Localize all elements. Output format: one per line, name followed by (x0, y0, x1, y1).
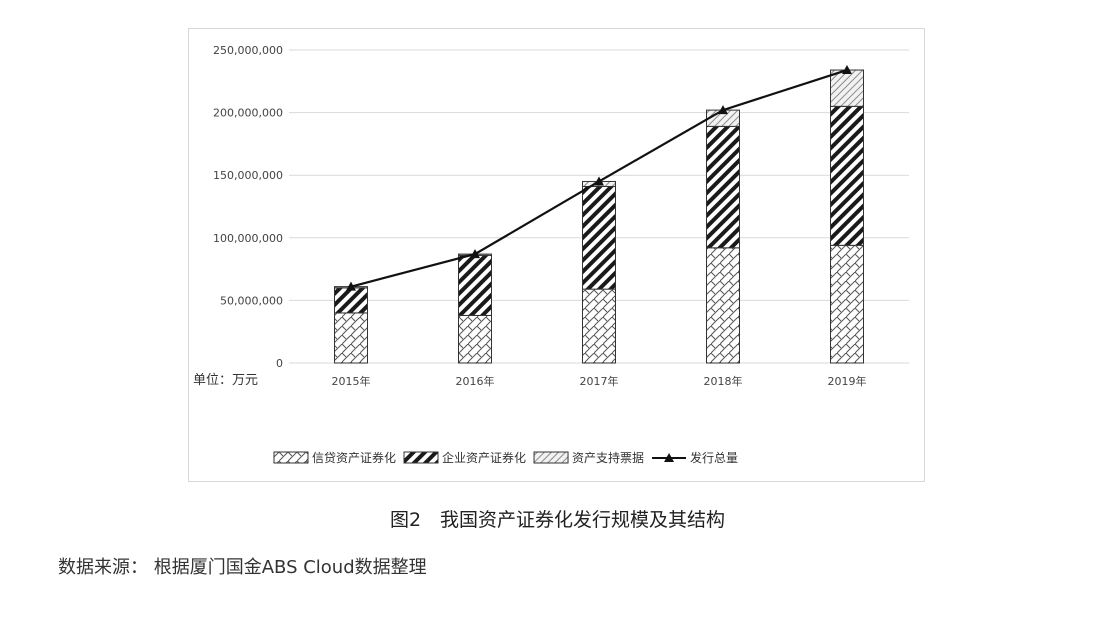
source-note: 数据来源： 根据厦门国金ABS Cloud数据整理 (58, 557, 427, 578)
y-tick-label: 0 (276, 357, 283, 370)
bar-segment-1 (706, 247, 740, 364)
bar-layer (334, 69, 864, 364)
legend-swatch (533, 451, 569, 464)
bar-segment-1 (458, 314, 492, 364)
legend-label: 资产支持票据 (572, 450, 644, 465)
y-tick-label: 200,000,000 (213, 107, 283, 120)
legend-item: 资产支持票据 (533, 450, 644, 465)
legend-label: 发行总量 (690, 450, 738, 465)
axis-layer: 0 50,000,000 100,000,000 150,000,000 200,000… (213, 44, 866, 388)
legend-marker (664, 453, 675, 462)
y-tick-label: 250,000,000 (213, 44, 283, 57)
chart-svg: 0 50,000,000 100,000,000 150,000,000 200,000… (193, 44, 909, 465)
total-line-marker (346, 281, 356, 291)
legend-item: 企业资产证券化 (403, 450, 526, 465)
bar-segment-2 (582, 185, 616, 290)
figure-caption: 图2 我国资产证券化发行规模及其结构 (389, 509, 726, 531)
legend-item: 信贷资产证券化 (273, 450, 396, 465)
total-line-marker (470, 249, 480, 259)
legend-item: 发行总量 (652, 450, 738, 465)
chart-frame: 0 50,000,000 100,000,000 150,000,000 200,000… (188, 28, 925, 482)
total-line-marker (594, 176, 604, 186)
x-tick-label: 2016年 (456, 374, 495, 388)
y-tick-label: 50,000,000 (220, 294, 283, 307)
line-layer (346, 65, 852, 291)
y-tick-label: 100,000,000 (213, 232, 283, 245)
legend-swatch (403, 451, 439, 464)
legend-label: 企业资产证券化 (442, 450, 526, 465)
x-tick-label: 2019年 (828, 374, 867, 388)
y-tick-label: 150,000,000 (213, 169, 283, 182)
total-line-marker (842, 65, 852, 75)
unit-label: 单位：万元 (193, 373, 258, 388)
legend-swatch (273, 451, 309, 464)
x-tick-label: 2018年 (704, 374, 743, 388)
bar-segment-3 (830, 69, 864, 107)
x-tick-label: 2015年 (332, 374, 371, 388)
bar-segment-2 (334, 287, 368, 314)
bar-segment-2 (458, 254, 492, 316)
legend: 信贷资产证券化 企业资产证券化 资产支持票据 发行总量 (273, 450, 738, 465)
bar-segment-2 (706, 125, 740, 249)
bar-segment-2 (830, 105, 864, 246)
x-tick-label: 2017年 (580, 374, 619, 388)
total-line-marker (718, 105, 728, 115)
bar-segment-1 (334, 312, 368, 364)
legend-label: 信贷资产证券化 (312, 450, 396, 465)
bar-segment-1 (830, 244, 864, 364)
bar-segment-1 (582, 288, 616, 364)
